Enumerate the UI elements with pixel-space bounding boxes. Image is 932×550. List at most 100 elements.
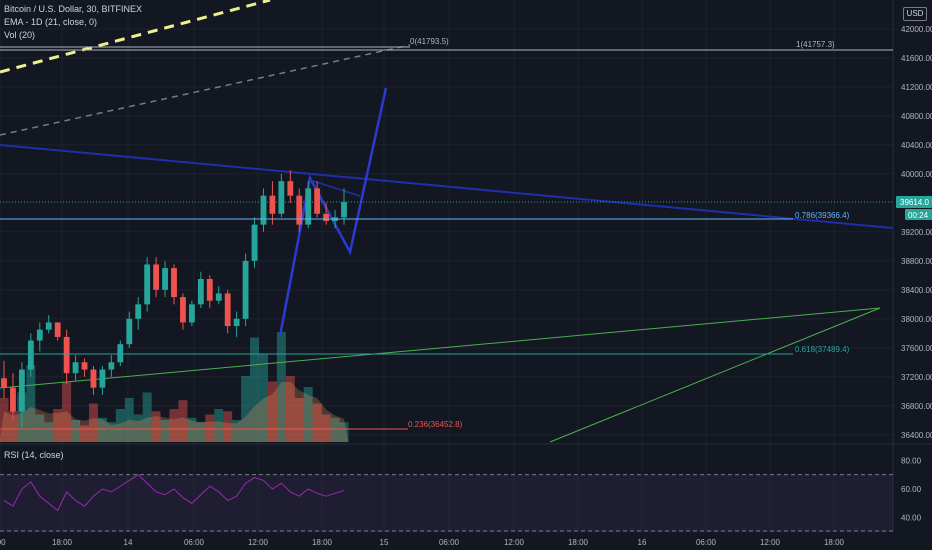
fib-level-label: 0.786(39366.4) [795,211,850,220]
volume-bar [0,398,9,442]
candle-body [81,362,88,370]
candle-body [135,304,142,319]
volume-bar [187,417,197,442]
fib-level-label: 0.618(37489.4) [795,345,850,354]
candle-body [1,378,7,388]
fib-level-label: 0.236(36452.8) [408,420,463,429]
volume-bar [321,414,331,442]
candle-body [108,362,115,370]
candle-body [90,369,97,388]
price-tick-label: 36400.00 [901,431,932,440]
volume-bar [8,411,18,442]
candle-body [144,264,151,305]
candle-body [45,322,52,330]
symbol-legend[interactable]: Bitcoin / U.S. Dollar, 30, BITFINEX [4,4,143,14]
price-tick-label: 41200.00 [901,83,932,92]
candle-body [10,387,16,412]
rsi-legend[interactable]: RSI (14, close) [4,450,64,460]
countdown-badge [905,209,932,220]
volume-bar [232,420,242,442]
grid [0,0,932,532]
time-tick-label: 06:00 [696,538,717,547]
volume-bar [303,387,313,442]
candle-body [323,213,330,221]
volume-bar [178,400,188,442]
candle-body [188,304,195,323]
volume-bar [330,417,340,442]
time-tick-label: 06:00 [439,538,460,547]
volume-bar [89,403,98,442]
candle-body [99,369,106,388]
volume-bar [339,422,349,442]
volume-bar [214,409,224,442]
ema-legend[interactable]: EMA - 1D (21, close, 0) [4,17,98,27]
price-tick-label: 37600.00 [901,344,932,353]
volume-bar [250,337,259,442]
rsi-band [0,474,893,532]
price-tick-label: 38000.00 [901,315,932,324]
volume-bar [312,403,322,442]
candle-body [153,264,160,290]
rsi-tick-label: 60.00 [901,485,922,494]
volume-bar [285,376,295,442]
volume-bar [97,417,107,442]
price-tick-label: 40000.00 [901,170,932,179]
countdown-label: 00:24 [908,211,929,220]
fib-level-label: 1(41757.3) [796,40,835,49]
volume-bar [62,381,72,442]
candle-body [314,188,321,214]
volume-bar [35,414,45,442]
rsi-tick-label: 40.00 [901,514,922,523]
volume-bar [259,354,268,442]
time-tick-label: 18:00 [824,538,845,547]
time-tick-label: 12:00 [248,538,269,547]
candle-body [117,344,124,363]
time-tick-label: :00 [0,538,6,547]
candle-body [305,188,312,225]
time-tick-label: 16 [638,538,647,547]
volume-bar [223,411,233,442]
volume-bar [71,420,81,442]
volume-bar [160,420,170,442]
candle-body [126,318,133,345]
candle-body [233,318,240,327]
projection-path [278,87,388,337]
volume-legend[interactable]: Vol (20) [4,30,36,40]
volume-bar [106,422,116,442]
volume-ma-area [0,381,349,442]
fib-levels: 0(41793.5) 1(41757.3) 0.786(39366.4) 0.618(… [0,37,893,430]
candle-body [251,224,258,261]
volume-bar [205,414,215,442]
candle-body [269,195,276,214]
currency-badge[interactable]: USD [903,7,927,21]
candle-body [296,195,303,225]
price-tick-label: 37200.00 [901,373,932,382]
volume-bar [115,409,125,442]
triangle-edge [309,179,361,197]
time-tick-label: 18:00 [52,538,73,547]
candle-body [278,181,285,214]
candles [1,170,347,428]
volume-bar [241,376,251,442]
volume-bar [151,411,161,442]
volume-bar [80,425,89,442]
volume-bar [133,414,143,442]
last-price-label: 39614.0 [900,198,929,207]
candle-body [27,340,34,370]
candle-body [36,329,43,341]
price-tick-label: 38400.00 [901,286,932,295]
time-tick-label: 18:00 [312,538,333,547]
price-tick-label: 40400.00 [901,141,932,150]
drawings [0,0,894,443]
time-tick-label: 06:00 [184,538,205,547]
volume-bar [124,398,134,442]
green-trendline-lower [549,307,881,443]
volume-bar [44,422,54,442]
time-axis: :00 18:00 14 06:00 12:00 18:00 15 06:00 12:00 18:… [0,538,845,547]
candle-body [341,201,347,218]
candle-body [162,268,168,290]
volume-bar [294,398,304,442]
yellow-dashed-trendline [0,0,271,74]
fib-level-label: 0(41793.5) [410,37,449,46]
